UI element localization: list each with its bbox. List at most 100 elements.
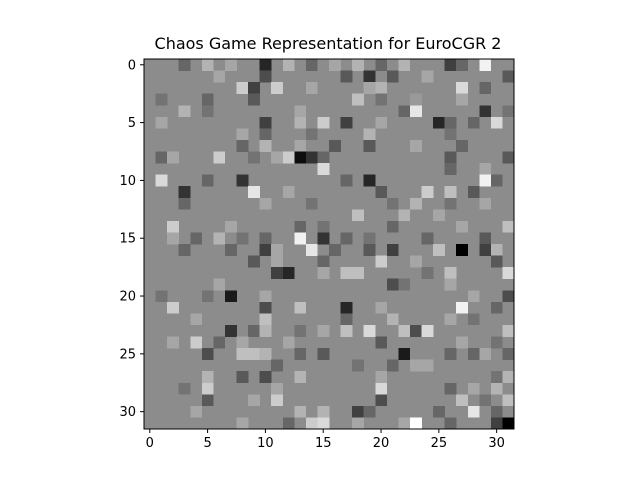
heatmap-cell: [479, 348, 492, 360]
heatmap-cell: [467, 405, 480, 418]
heatmap-cell: [456, 220, 469, 233]
heatmap-cell: [363, 405, 376, 418]
heatmap-cell: [317, 116, 330, 129]
heatmap-cell: [282, 186, 295, 199]
heatmap-cell: [502, 324, 515, 337]
heatmap-cell: [340, 232, 353, 245]
heatmap-cell: [213, 336, 226, 349]
heatmap-cell: [294, 232, 307, 245]
heatmap-cell: [329, 139, 341, 152]
x-tick-label: 25: [431, 436, 448, 451]
heatmap-cell: [201, 382, 214, 395]
heatmap-cell: [271, 244, 284, 256]
x-tick-label: 20: [373, 436, 390, 451]
heatmap-cell: [490, 405, 503, 418]
heatmap-cell: [421, 267, 434, 279]
heatmap-cell: [236, 232, 249, 245]
heatmap-cell: [248, 255, 260, 268]
heatmap-cell: [467, 313, 480, 326]
heatmap-cell: [259, 197, 272, 210]
heatmap-cell: [386, 359, 399, 372]
heatmap-cell: [386, 70, 399, 83]
heatmap-cell: [363, 139, 376, 152]
heatmap-cell: [386, 220, 399, 233]
heatmap-cell: [167, 220, 179, 233]
heatmap-cell: [444, 59, 457, 71]
heatmap-cell: [224, 290, 237, 303]
heatmap-cell: [259, 139, 272, 152]
heatmap-cell: [282, 417, 295, 430]
heatmap-cell: [190, 405, 203, 418]
heatmap-cell: [190, 313, 203, 326]
heatmap-cell: [490, 174, 503, 187]
heatmap-cell: [155, 290, 168, 303]
heatmap-cell: [456, 59, 469, 71]
heatmap-cell: [502, 348, 515, 360]
plot-frame: [143, 58, 515, 430]
heatmap-cell: [213, 232, 226, 245]
heatmap-cell: [259, 301, 272, 314]
heatmap-cell: [259, 244, 272, 256]
heatmap-cell: [502, 371, 515, 384]
heatmap-cell: [386, 278, 399, 291]
heatmap-cell: [167, 151, 179, 164]
heatmap-cell: [236, 417, 249, 430]
heatmap-cell: [502, 267, 515, 279]
heatmap-cell: [444, 186, 457, 199]
heatmap-cell: [340, 313, 353, 326]
chart-title: Chaos Game Representation for EuroCGR 2: [155, 34, 502, 53]
heatmap-cell: [167, 301, 179, 314]
heatmap-cell: [259, 324, 272, 337]
heatmap-cell: [467, 348, 480, 360]
heatmap-cell: [167, 232, 179, 245]
heatmap-cell: [224, 244, 237, 256]
x-tick-label: 15: [315, 436, 332, 451]
heatmap-cell: [340, 324, 353, 337]
heatmap-cell: [329, 244, 341, 256]
heatmap-cell: [201, 59, 214, 71]
heatmap-cell: [167, 336, 179, 349]
heatmap-cell: [398, 348, 411, 360]
heatmap-cell: [213, 278, 226, 291]
heatmap-cell: [490, 371, 503, 384]
heatmap-cell: [409, 359, 422, 372]
heatmap-cell: [190, 336, 203, 349]
heatmap-cell: [386, 313, 399, 326]
heatmap-cell: [363, 70, 376, 83]
heatmap-cell: [456, 394, 469, 407]
heatmap-cell: [236, 82, 249, 94]
heatmap-cell: [375, 382, 388, 395]
heatmap-cell: [201, 348, 214, 360]
heatmap-cell: [479, 163, 492, 175]
heatmap-cell: [317, 405, 330, 418]
heatmap-cell: [375, 301, 388, 314]
heatmap-cell: [363, 128, 376, 141]
heatmap-cell: [317, 232, 330, 245]
heatmap-cell: [444, 267, 457, 279]
heatmap-cell: [317, 163, 330, 175]
heatmap-cell: [271, 82, 284, 94]
heatmap-cell: [444, 163, 457, 175]
heatmap-cell: [340, 70, 353, 83]
heatmap-cell: [352, 59, 364, 71]
heatmap-cell: [201, 290, 214, 303]
heatmap-cell: [456, 244, 469, 256]
heatmap-cell: [467, 186, 480, 199]
x-tick-label: 10: [257, 436, 274, 451]
heatmap-cell: [317, 348, 330, 360]
heatmap-cell: [421, 70, 434, 83]
heatmap-cell: [248, 82, 260, 94]
heatmap-cell: [398, 209, 411, 222]
heatmap-cell: [201, 105, 214, 118]
heatmap-cell: [340, 174, 353, 187]
heatmap-cell: [340, 116, 353, 129]
heatmap-cell: [201, 93, 214, 106]
heatmap-cell: [282, 151, 295, 164]
heatmap-cell: [490, 382, 503, 395]
heatmap-cell: [456, 82, 469, 94]
heatmap-cell: [490, 255, 503, 268]
heatmap-cell: [352, 417, 364, 430]
heatmap-cell: [155, 174, 168, 187]
heatmap-cell: [294, 301, 307, 314]
heatmap-cell: [490, 336, 503, 349]
